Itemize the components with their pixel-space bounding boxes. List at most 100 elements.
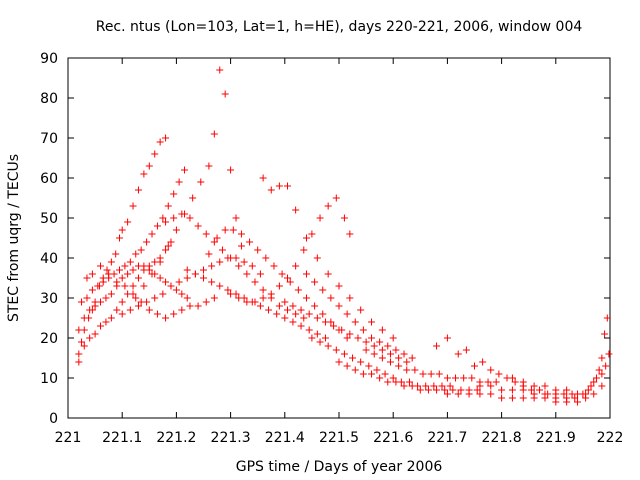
data-point bbox=[167, 282, 175, 290]
data-point bbox=[102, 294, 110, 302]
data-point bbox=[590, 390, 598, 398]
data-point bbox=[430, 382, 438, 390]
data-point bbox=[508, 394, 516, 402]
data-point bbox=[395, 362, 403, 370]
data-point bbox=[186, 214, 194, 222]
data-point bbox=[346, 330, 354, 338]
data-point bbox=[118, 226, 126, 234]
data-point bbox=[237, 230, 245, 238]
data-point bbox=[552, 386, 560, 394]
data-point bbox=[145, 306, 153, 314]
data-point bbox=[134, 186, 142, 194]
data-point bbox=[595, 366, 603, 374]
data-point bbox=[273, 310, 281, 318]
x-tick-label: 221 bbox=[55, 430, 82, 446]
data-point bbox=[97, 262, 105, 270]
data-point bbox=[284, 274, 292, 282]
data-point bbox=[435, 370, 443, 378]
data-point bbox=[598, 354, 606, 362]
data-point bbox=[140, 282, 148, 290]
data-point bbox=[113, 306, 121, 314]
data-point bbox=[183, 274, 191, 282]
data-point bbox=[256, 270, 264, 278]
data-point bbox=[107, 290, 115, 298]
data-point bbox=[91, 302, 99, 310]
data-point bbox=[251, 278, 259, 286]
data-point bbox=[487, 366, 495, 374]
data-point bbox=[305, 326, 313, 334]
data-point bbox=[519, 394, 527, 402]
y-tick-label: 60 bbox=[40, 171, 58, 187]
data-point bbox=[351, 318, 359, 326]
data-point bbox=[140, 170, 148, 178]
data-point bbox=[175, 178, 183, 186]
y-tick-label: 20 bbox=[40, 331, 58, 347]
data-point bbox=[248, 262, 256, 270]
data-point bbox=[471, 362, 478, 370]
data-point bbox=[75, 350, 83, 358]
data-point bbox=[126, 258, 134, 266]
data-point bbox=[159, 214, 167, 222]
data-point bbox=[281, 314, 289, 322]
data-point bbox=[80, 314, 88, 322]
data-point bbox=[284, 182, 292, 190]
data-point bbox=[590, 378, 598, 386]
data-point bbox=[422, 382, 430, 390]
data-point bbox=[167, 238, 175, 246]
data-point bbox=[134, 274, 142, 282]
data-point bbox=[403, 366, 411, 374]
data-point bbox=[170, 214, 178, 222]
data-point bbox=[389, 374, 397, 382]
data-point bbox=[468, 374, 476, 382]
data-point bbox=[462, 346, 470, 354]
data-point bbox=[311, 302, 319, 310]
data-point bbox=[297, 306, 305, 314]
data-point bbox=[602, 362, 610, 370]
data-point bbox=[105, 270, 113, 278]
data-point bbox=[587, 382, 595, 390]
data-point bbox=[368, 334, 376, 342]
data-point bbox=[178, 306, 186, 314]
data-point bbox=[178, 210, 186, 218]
data-point bbox=[400, 382, 408, 390]
data-point bbox=[368, 318, 376, 326]
data-point bbox=[400, 350, 408, 358]
data-point bbox=[365, 362, 373, 370]
data-point bbox=[395, 354, 403, 362]
data-point bbox=[292, 262, 300, 270]
x-tick-label: 221.8 bbox=[482, 430, 522, 446]
data-point bbox=[162, 246, 170, 254]
data-point bbox=[235, 294, 243, 302]
y-tick-label: 10 bbox=[40, 371, 58, 387]
data-point bbox=[297, 322, 305, 330]
data-point bbox=[243, 270, 251, 278]
data-point bbox=[343, 362, 351, 370]
x-axis-label: GPS time / Days of year 2006 bbox=[236, 459, 443, 475]
data-point bbox=[457, 386, 465, 394]
data-point bbox=[519, 378, 527, 386]
data-point bbox=[112, 250, 120, 258]
data-point bbox=[324, 342, 332, 350]
data-point bbox=[251, 298, 259, 306]
data-point bbox=[452, 374, 460, 382]
data-point bbox=[88, 286, 96, 294]
data-point bbox=[200, 274, 207, 282]
data-point bbox=[88, 270, 96, 278]
data-point bbox=[121, 282, 129, 290]
data-point bbox=[259, 286, 267, 294]
data-point bbox=[376, 374, 384, 382]
data-point bbox=[213, 234, 221, 242]
data-point bbox=[97, 322, 105, 330]
data-point bbox=[384, 378, 392, 386]
data-point bbox=[97, 298, 105, 306]
data-point bbox=[132, 250, 140, 258]
data-point bbox=[498, 394, 506, 402]
data-point bbox=[340, 214, 348, 222]
data-point bbox=[246, 238, 254, 246]
data-point bbox=[137, 246, 145, 254]
data-point bbox=[284, 306, 292, 314]
data-point bbox=[465, 390, 473, 398]
data-point bbox=[476, 390, 484, 398]
data-point bbox=[91, 330, 99, 338]
data-point bbox=[162, 134, 170, 142]
